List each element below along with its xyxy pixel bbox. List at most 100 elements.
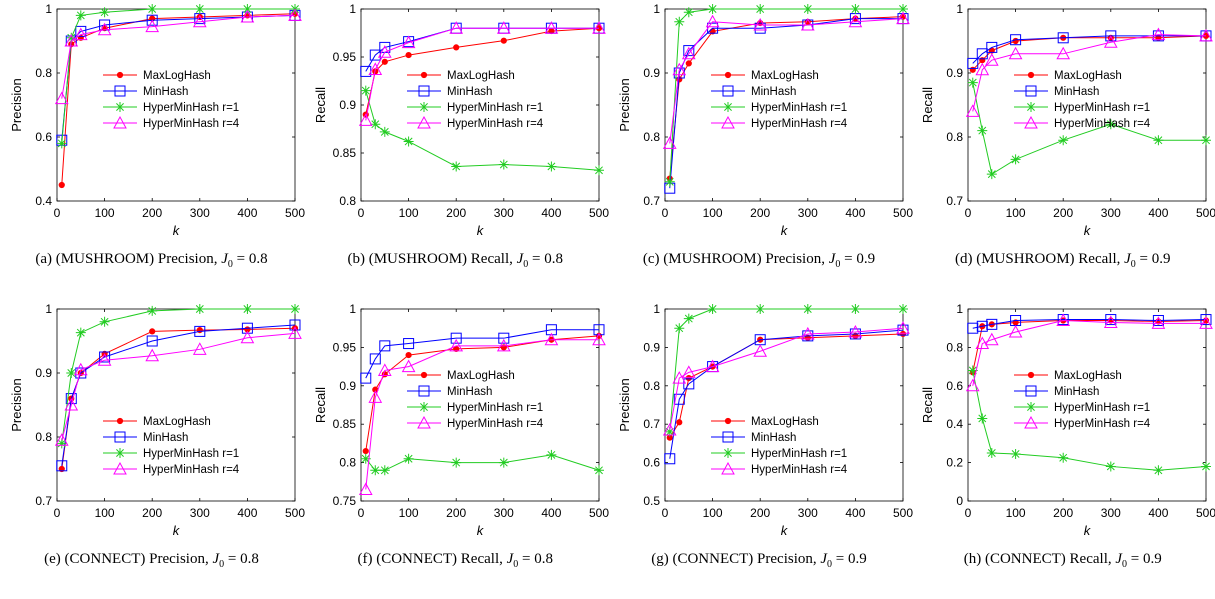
data-point — [1153, 464, 1164, 475]
data-point — [405, 51, 412, 59]
series-line — [61, 332, 296, 440]
x-tick-label: 300 — [797, 206, 817, 220]
data-point — [967, 57, 979, 69]
y-tick-label: 0.8 — [947, 340, 964, 354]
data-point — [379, 464, 390, 475]
data-point — [1106, 460, 1117, 471]
legend-label: HyperMinHash r=4 — [143, 464, 240, 476]
caption-symbol: J — [212, 550, 220, 567]
x-tick-label: 100 — [702, 506, 722, 520]
plot-area — [56, 308, 296, 501]
caption-value: = 0.8 — [518, 550, 553, 567]
legend-label: HyperMinHash r=1 — [447, 402, 543, 414]
y-tick-label: 0.85 — [332, 146, 356, 160]
y-tick-label: 0.8 — [339, 194, 356, 208]
y-tick-label: 1 — [349, 2, 356, 16]
data-point — [240, 9, 255, 23]
legend-marker — [720, 115, 735, 129]
y-tick-label: 1 — [653, 302, 660, 316]
y-tick-label: 0.9 — [643, 340, 660, 354]
y-axis-label: Precision — [9, 378, 24, 431]
data-point — [683, 313, 694, 324]
caption-text: (c) (MUSHROOM) Precision, — [642, 251, 829, 267]
data-point — [1056, 312, 1071, 326]
data-point — [290, 303, 300, 314]
data-point — [544, 21, 558, 34]
x-tick-label: 100 — [95, 206, 115, 220]
y-tick-label: 0.4 — [947, 417, 964, 431]
series-hyperminhash-r-1 — [968, 364, 1212, 475]
caption-value: = 0.9 — [1127, 550, 1162, 567]
legend-label: HyperMinHash r=1 — [751, 102, 847, 114]
data-point — [1056, 46, 1071, 60]
data-point — [977, 48, 989, 60]
data-point — [403, 453, 414, 464]
data-point — [379, 339, 391, 351]
data-point — [97, 22, 112, 36]
y-axis-label: Precision — [617, 378, 632, 431]
data-point — [986, 318, 998, 330]
data-point — [849, 327, 861, 339]
data-point — [99, 351, 111, 362]
y-tick-label: 0.4 — [35, 194, 52, 208]
chart-h: 0 100 200 300 400 500 0 0.2 0.4 0.6 0.8 1 k Recall Max… — [920, 302, 1215, 538]
data-point — [593, 464, 604, 475]
legend-label: MinHash — [143, 432, 188, 444]
data-point — [73, 362, 88, 375]
y-tick-label: 1 — [349, 302, 356, 316]
caption-text: (h) (CONNECT) Recall, — [963, 550, 1116, 567]
series-hyperminhash-r-1 — [360, 85, 604, 176]
data-point — [975, 336, 990, 349]
legend-label: MaxLogHash — [447, 70, 515, 82]
caption-text: (f) (CONNECT) Recall, — [357, 550, 507, 567]
series-hyperminhash-r-1 — [664, 4, 908, 187]
data-point — [848, 324, 862, 338]
legend-label: HyperMinHash r=1 — [447, 102, 543, 114]
x-tick-label: 0 — [357, 506, 364, 520]
legend-marker — [420, 71, 427, 79]
data-point — [450, 457, 461, 468]
y-axis-label: Recall — [313, 87, 328, 123]
data-point — [705, 359, 719, 372]
chart-f: 0 100 200 300 400 500 0.75 0.8 0.85 0.9 0.95 1 k Reca… — [313, 302, 609, 538]
caption-c: (c) (MUSHROOM) Precision, J0 = 0.9 — [608, 251, 911, 270]
data-point — [241, 322, 253, 334]
legend-marker — [1026, 401, 1037, 412]
x-tick-label: 200 — [446, 206, 466, 220]
data-point — [682, 377, 694, 389]
data-point — [370, 119, 381, 130]
series-line — [668, 18, 903, 189]
caption-symbol: J — [1124, 251, 1131, 267]
series-hyperminhash-r-4 — [358, 332, 606, 495]
data-point — [673, 16, 684, 27]
data-point — [802, 4, 813, 14]
x-tick-label: 200 — [750, 506, 770, 520]
data-point — [99, 316, 110, 327]
legend-label: MaxLogHash — [447, 370, 515, 382]
plot-area — [360, 308, 600, 501]
legend-marker — [114, 85, 126, 97]
x-axis-label: k — [1084, 523, 1092, 538]
y-tick-label: 0.2 — [947, 455, 964, 469]
data-point — [496, 338, 511, 351]
series-hyperminhash-r-1 — [56, 303, 300, 448]
data-point — [75, 25, 87, 37]
data-point — [73, 27, 88, 41]
legend-label: MaxLogHash — [1054, 370, 1122, 382]
series-line — [365, 338, 599, 490]
legend-label: MaxLogHash — [751, 416, 819, 428]
data-point — [673, 393, 685, 405]
data-point — [192, 14, 207, 28]
data-point — [377, 45, 392, 58]
y-tick-label: 0.8 — [35, 66, 52, 80]
x-tick-label: 400 — [845, 506, 865, 520]
y-tick-label: 0.85 — [332, 417, 356, 431]
series-line — [365, 328, 599, 378]
data-point — [681, 46, 696, 60]
data-point — [379, 126, 390, 137]
data-point — [64, 33, 79, 47]
data-point — [145, 348, 160, 361]
legend-marker — [1028, 71, 1035, 79]
legend-label: HyperMinHash r=4 — [1054, 118, 1151, 130]
